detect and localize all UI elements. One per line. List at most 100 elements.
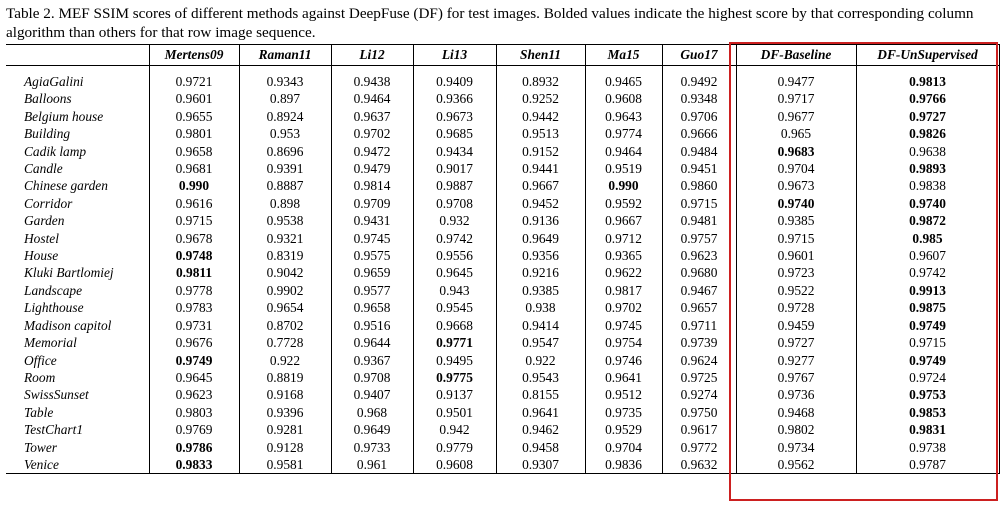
table-row: Cadik lamp 0.9658 0.8696 0.9472 0.9434 0.9152…	[6, 142, 1000, 161]
score-cell: 0.9624	[661, 351, 736, 369]
row-label: Memorial	[24, 335, 77, 351]
score-cell: 0.9464	[330, 90, 413, 108]
score-cell: 0.9638	[855, 142, 1000, 161]
table-row: Tower 0.9786 0.9128 0.9733 0.9779 0.9458 0.970…	[6, 438, 1000, 456]
score-cell: 0.9702	[584, 299, 662, 317]
score-cell: 0.9464	[584, 142, 662, 161]
score-cell: 0.9754	[584, 334, 662, 352]
row-label: Cadik lamp	[24, 143, 87, 159]
score-cell: 0.9887	[412, 177, 496, 195]
score-cell: 0.9778	[148, 281, 239, 300]
score-cell: 0.9501	[412, 403, 496, 422]
row-label: Candle	[24, 161, 63, 177]
score-cell: 0.9853	[855, 403, 1000, 422]
score-cell: 0.8319	[238, 247, 331, 265]
score-cell: 0.9495	[412, 351, 496, 369]
score-cell: 0.9668	[412, 316, 496, 335]
table-row: SwissSunset 0.9623 0.9168 0.9407 0.9137 0.815…	[6, 386, 1000, 404]
table-row: Landscape 0.9778 0.9902 0.9577 0.943 0.9385 0.…	[6, 281, 1000, 300]
score-cell: 0.9168	[238, 386, 331, 404]
score-cell: 0.9137	[412, 386, 496, 404]
header-row: Mertens09 Raman11 Li12 Li13 Shen11 Ma15 Guo17 D…	[6, 44, 1000, 66]
row-label: Office	[24, 352, 57, 368]
score-cell: 0.9779	[412, 438, 496, 456]
table-row: Memorial 0.9676 0.7728 0.9644 0.9771 0.9547 0.…	[6, 334, 1000, 352]
score-cell: 0.9746	[584, 351, 662, 369]
row-label: Venice	[24, 456, 59, 472]
score-cell: 0.9472	[330, 142, 413, 161]
column-header-mertens09: Mertens09	[148, 44, 239, 66]
score-cell: 0.9813	[855, 65, 1000, 91]
score-cell: 0.9740	[735, 194, 856, 213]
score-cell: 0.9715	[661, 194, 736, 213]
score-cell: 0.9771	[412, 334, 496, 352]
score-cell: 0.9431	[330, 212, 413, 230]
column-header-guo17: Guo17	[661, 44, 736, 66]
row-label: Tower	[24, 439, 57, 455]
row-label: AgiaGalini	[24, 74, 84, 89]
score-cell: 0.8924	[238, 107, 331, 126]
score-cell: 0.9152	[495, 142, 585, 161]
score-cell: 0.9366	[412, 90, 496, 108]
score-cell: 0.9734	[735, 438, 856, 456]
score-cell: 0.9459	[735, 316, 856, 335]
score-cell: 0.9667	[584, 212, 662, 230]
table-row: Madison capitol 0.9731 0.8702 0.9516 0.9668 0…	[6, 316, 1000, 335]
score-cell: 0.9745	[584, 316, 662, 335]
score-cell: 0.9757	[661, 229, 736, 248]
ssim-table: Mertens09 Raman11 Li12 Li13 Shen11 Ma15 Guo17 D…	[6, 44, 1000, 474]
table-caption: Table 2. MEF SSIM scores of different me…	[6, 5, 974, 41]
score-cell: 0.9723	[735, 264, 856, 282]
score-cell: 0.9365	[584, 247, 662, 265]
score-cell: 0.942	[412, 421, 496, 439]
row-label: Landscape	[24, 282, 83, 298]
score-cell: 0.9667	[495, 177, 585, 195]
score-cell: 0.990	[584, 177, 662, 195]
score-cell: 0.9391	[238, 160, 331, 178]
score-cell: 0.9724	[855, 368, 1000, 387]
score-cell: 0.9512	[584, 386, 662, 404]
score-cell: 0.9252	[495, 90, 585, 108]
table-row: Garden 0.9715 0.9538 0.9431 0.932 0.9136 0.966…	[6, 212, 1000, 230]
table-row: House 0.9748 0.8319 0.9575 0.9556 0.9356 0.936…	[6, 247, 1000, 265]
score-cell: 0.922	[238, 351, 331, 369]
table-row: Table 0.9803 0.9396 0.968 0.9501 0.9641 0.9735…	[6, 403, 1000, 422]
score-cell: 0.953	[238, 125, 331, 143]
score-cell: 0.9739	[661, 334, 736, 352]
score-cell: 0.9666	[661, 125, 736, 143]
score-cell: 0.9731	[148, 316, 239, 335]
score-cell: 0.9706	[661, 107, 736, 126]
column-header-df-unsupervised: DF-UnSupervised	[855, 44, 1000, 66]
score-cell: 0.9438	[330, 65, 413, 91]
table-row: Belgium house 0.9655 0.8924 0.9637 0.9673 0.9…	[6, 107, 1000, 126]
score-cell: 0.9543	[495, 368, 585, 387]
score-cell: 0.9725	[661, 368, 736, 387]
score-cell: 0.9715	[148, 212, 239, 230]
score-cell: 0.9678	[148, 229, 239, 248]
score-cell: 0.9711	[661, 316, 736, 335]
score-cell: 0.897	[238, 90, 331, 108]
row-label: Kluki Bartlomiej	[24, 265, 114, 281]
row-label: Room	[24, 369, 56, 385]
table-row: Venice 0.9833 0.9581 0.961 0.9608 0.9307 0.983…	[6, 455, 1000, 474]
score-cell: 0.9709	[330, 194, 413, 213]
score-cell: 0.9712	[584, 229, 662, 248]
score-cell: 0.9623	[148, 386, 239, 404]
score-cell: 0.9649	[495, 229, 585, 248]
score-cell: 0.898	[238, 194, 331, 213]
row-label: Belgium house	[24, 108, 104, 124]
table-row: Hostel 0.9678 0.9321 0.9745 0.9742 0.9649 0.97…	[6, 229, 1000, 248]
score-cell: 0.9727	[855, 107, 1000, 126]
score-cell: 0.9277	[735, 351, 856, 369]
score-cell: 0.8696	[238, 142, 331, 161]
score-cell: 0.9833	[148, 455, 239, 474]
row-label: Corridor	[24, 195, 73, 211]
score-cell: 0.9641	[495, 403, 585, 422]
score-cell: 0.9708	[412, 194, 496, 213]
table-row: Kluki Bartlomiej 0.9811 0.9042 0.9659 0.9645…	[6, 264, 1000, 282]
row-label: Madison capitol	[24, 317, 112, 333]
score-cell: 0.9738	[855, 438, 1000, 456]
score-cell: 0.9042	[238, 264, 331, 282]
score-cell: 0.9458	[495, 438, 585, 456]
score-cell: 0.9409	[412, 65, 496, 91]
